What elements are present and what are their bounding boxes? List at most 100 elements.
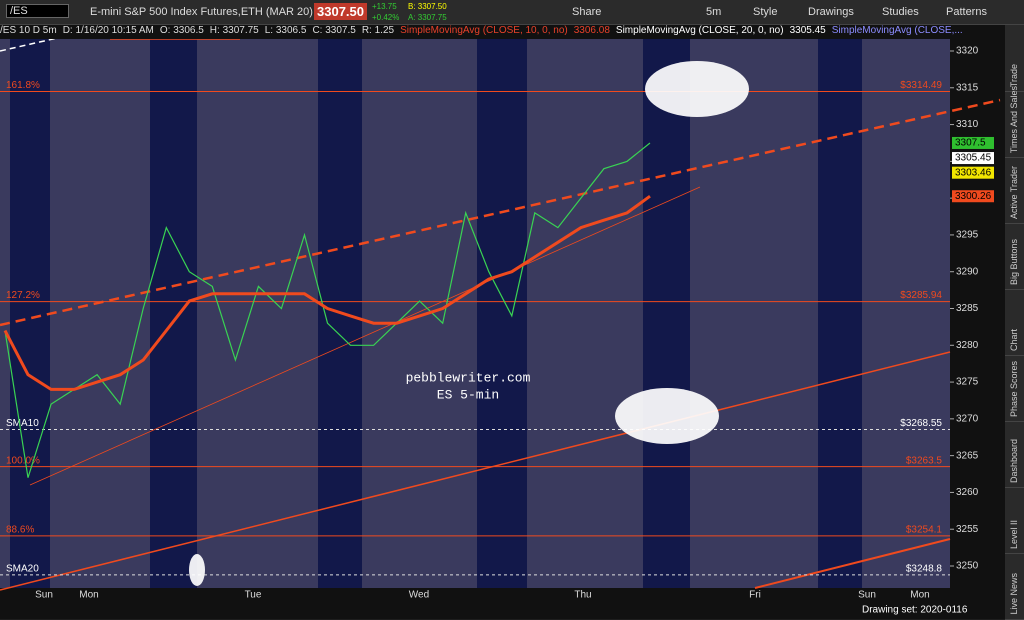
study-name: SimpleMovingAvg (CLOSE, 20, 0, no) — [615, 25, 784, 36]
night-band — [150, 39, 197, 588]
header-item: O: 3306.5 — [159, 25, 204, 36]
annotation: pebblewriter.com — [406, 370, 531, 385]
price-tag-label: 3307.5 — [955, 138, 986, 149]
tab-label: Trade — [1009, 63, 1019, 87]
level-value: $3314.49 — [900, 80, 942, 91]
y-tick-label: 3265 — [956, 450, 979, 461]
series-line — [3, 194, 651, 391]
price-tag-label: 3305.45 — [955, 153, 992, 164]
button[interactable]: Share — [572, 6, 602, 18]
highlight — [189, 554, 205, 586]
footer: Drawing set: 2020-0116 — [862, 605, 968, 616]
y-tick-label: 3270 — [956, 413, 979, 424]
level-value: $3268.55 — [900, 418, 942, 429]
sidebar-tab[interactable]: Dashboard — [1005, 421, 1024, 488]
y-tick-label: 3290 — [956, 266, 979, 277]
sidebar-tab[interactable]: Chart — [1005, 289, 1024, 356]
level-label: 127.2% — [6, 290, 40, 301]
y-tick-label: 3275 — [956, 377, 979, 388]
y-tick-label: 3255 — [956, 524, 979, 535]
sidebar: Trade Times And Sales Active Trader Big But… — [1005, 25, 1024, 620]
trendline — [754, 538, 951, 589]
sidebar-tab[interactable]: Big Buttons — [1005, 223, 1024, 290]
y-tick-label: 3280 — [956, 340, 979, 351]
sidebar-tab[interactable]: Active Trader — [1005, 157, 1024, 224]
change: +13.75 — [372, 2, 397, 11]
tab-label: Dashboard — [1009, 438, 1019, 483]
button[interactable]: Style — [753, 6, 778, 18]
bid: B: 3307.50 — [408, 2, 447, 11]
price-tag — [952, 152, 994, 165]
annotation: ES 5-min — [437, 387, 499, 402]
button[interactable]: Drawings — [808, 6, 854, 18]
trendline — [0, 98, 1001, 327]
y-tick-label: 3285 — [956, 303, 979, 314]
tab-label: Times And Sales — [1009, 85, 1019, 153]
level-value: $3248.8 — [906, 563, 943, 574]
study-value: 3306.08 — [573, 25, 610, 36]
tab-label: Phase Scores — [1009, 360, 1019, 417]
study-name: SimpleMovingAvg (CLOSE, 10, 0, no) — [400, 25, 568, 36]
price-tag-label: 3303.46 — [955, 167, 992, 178]
header-item: D: 1/16/20 10:15 AM — [62, 25, 154, 36]
y-tick-label: 3320 — [956, 46, 979, 57]
level-value: $3263.5 — [906, 455, 943, 466]
night-band — [643, 39, 690, 588]
button[interactable]: 5m — [706, 6, 722, 18]
tab-label: Big Buttons — [1009, 238, 1019, 285]
header-item: L: 3306.5 — [264, 25, 307, 36]
study-value: 3305.45 — [789, 25, 826, 36]
chart: 161.8% $3314.49 127.2% $3285.94 SMA10 $3268.5… — [0, 39, 1005, 619]
price-tag — [952, 166, 994, 179]
level-label: 161.8% — [6, 80, 40, 91]
level-label: 100.0% — [6, 455, 40, 466]
level-label: SMA10 — [6, 418, 39, 429]
x-tick-label: Sun — [858, 590, 876, 601]
trendline — [29, 186, 701, 486]
level-label: 88.6% — [6, 524, 34, 535]
price-tag-label: 3300.26 — [955, 191, 992, 202]
level-value: $3254.1 — [906, 524, 943, 535]
study-name: SimpleMovingAvg (CLOSE,... — [831, 25, 963, 36]
highlight — [645, 61, 749, 117]
x-axis-bg — [0, 588, 950, 619]
header-item: H: 3307.75 — [209, 25, 259, 36]
button[interactable]: Patterns — [946, 6, 987, 18]
y-tick-label: 3260 — [956, 487, 979, 498]
x-tick-label: Tue — [245, 590, 262, 601]
y-tick-label: 3310 — [956, 119, 979, 130]
x-tick-label: Mon — [79, 590, 98, 601]
trendline — [0, 351, 951, 591]
sidebar-tab[interactable]: Phase Scores — [1005, 355, 1024, 422]
night-band — [10, 39, 50, 588]
sidebar-tab[interactable]: Live News — [1005, 553, 1024, 620]
level-label: SMA20 — [6, 563, 39, 574]
study-header: /ES 10 D 5m D: 1/16/20 10:15 AM O: 3306.5 H… — [0, 25, 1005, 39]
y-tick-label: 3295 — [956, 230, 979, 241]
night-band — [477, 39, 527, 588]
level-value: $3285.94 — [900, 290, 942, 301]
x-tick-label: Thu — [574, 590, 591, 601]
series-line — [4, 142, 651, 478]
sidebar-tab[interactable]: Trade — [1005, 25, 1024, 92]
x-tick-label: Sun — [35, 590, 53, 601]
x-tick-label: Mon — [910, 590, 929, 601]
button[interactable]: Studies — [882, 6, 919, 18]
sidebar-tab[interactable]: Times And Sales — [1005, 86, 1024, 158]
tab-label: Level II — [1009, 519, 1019, 549]
highlight — [615, 388, 719, 444]
tab-label: Active Trader — [1009, 165, 1019, 219]
tab-label: Chart — [1009, 328, 1019, 351]
axis-bg — [950, 39, 1005, 619]
night-band — [818, 39, 862, 588]
tab-label: Live News — [1009, 573, 1019, 615]
last-price: 3307.50 — [314, 3, 367, 20]
x-tick-label: Fri — [749, 590, 761, 601]
symbol-box[interactable]: /ES — [6, 4, 69, 18]
y-tick-label: 3315 — [956, 82, 979, 93]
y-tick-label: 3250 — [956, 561, 979, 572]
x-tick-label: Wed — [409, 590, 429, 601]
header-item: /ES 10 D 5m — [0, 25, 57, 36]
sidebar-tab[interactable]: Level II — [1005, 487, 1024, 554]
